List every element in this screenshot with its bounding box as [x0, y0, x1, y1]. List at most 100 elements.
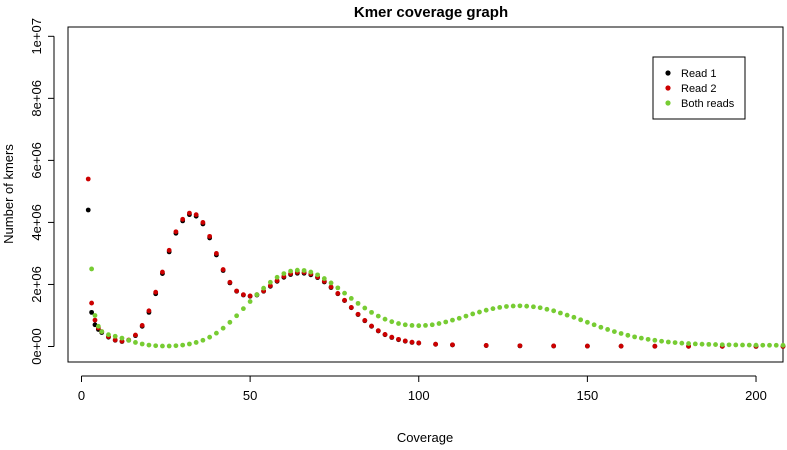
- data-point: [433, 341, 439, 347]
- data-point: [267, 279, 273, 285]
- data-point: [409, 339, 415, 345]
- data-point: [551, 343, 557, 349]
- y-tick-label: 2e+06: [29, 266, 44, 303]
- data-point: [733, 342, 739, 348]
- legend-marker: [665, 85, 671, 91]
- data-point: [328, 284, 334, 290]
- data-point: [234, 313, 240, 319]
- data-point: [89, 266, 95, 272]
- x-axis: 0 50 100 150 200: [78, 375, 767, 403]
- data-point: [166, 343, 172, 349]
- data-point: [672, 340, 678, 346]
- data-point: [625, 332, 631, 338]
- data-point: [436, 321, 442, 326]
- data-point: [551, 308, 557, 314]
- x-tick-label: 0: [78, 388, 85, 403]
- data-point: [396, 336, 401, 342]
- data-point: [517, 303, 523, 309]
- data-point: [355, 300, 361, 306]
- data-point: [767, 342, 772, 348]
- data-point: [362, 305, 368, 311]
- data-point: [470, 311, 476, 317]
- data-point: [497, 305, 503, 310]
- data-point: [267, 283, 273, 289]
- data-point: [537, 305, 543, 311]
- data-point: [558, 310, 563, 316]
- data-point: [193, 212, 199, 218]
- y-tick-label: 0e+00: [29, 328, 44, 365]
- data-point: [85, 176, 91, 182]
- data-point: [409, 322, 415, 328]
- x-tick-label: 100: [408, 388, 430, 403]
- data-point: [463, 313, 469, 319]
- data-point: [213, 330, 219, 336]
- legend-box: [652, 56, 746, 120]
- data-point: [133, 340, 138, 345]
- data-point: [632, 334, 638, 340]
- data-point: [389, 334, 395, 340]
- data-point: [261, 285, 267, 291]
- data-point: [375, 313, 381, 319]
- data-point: [173, 229, 179, 235]
- data-point: [126, 337, 132, 343]
- data-point: [726, 342, 732, 348]
- data-point: [220, 325, 226, 331]
- y-tick-label: 4e+06: [29, 204, 44, 241]
- y-tick-label: 6e+06: [29, 142, 44, 179]
- data-point: [652, 343, 658, 349]
- data-point: [227, 279, 233, 285]
- data-point: [369, 309, 374, 315]
- data-point: [153, 343, 159, 349]
- data-point: [429, 322, 435, 328]
- data-point: [719, 342, 725, 348]
- data-point: [281, 271, 287, 276]
- data-point: [328, 280, 334, 286]
- data-point: [254, 292, 260, 298]
- data-point: [753, 342, 759, 348]
- data-point: [166, 247, 172, 253]
- x-tick-label: 50: [243, 388, 257, 403]
- legend-label: Read 2: [681, 83, 716, 95]
- data-point: [92, 317, 98, 323]
- data-point: [187, 341, 192, 347]
- data-point: [713, 342, 718, 347]
- data-point: [456, 315, 462, 321]
- data-point: [173, 343, 179, 349]
- x-tick-label: 150: [577, 388, 599, 403]
- data-point: [369, 323, 374, 329]
- data-point: [274, 274, 280, 280]
- data-point: [382, 316, 388, 322]
- data-point: [342, 290, 347, 296]
- data-point: [153, 289, 159, 295]
- data-point: [375, 328, 381, 334]
- data-point: [139, 322, 145, 328]
- data-point: [618, 343, 624, 349]
- data-point: [524, 303, 530, 309]
- data-point: [335, 285, 341, 291]
- data-point: [578, 317, 584, 323]
- data-point: [240, 292, 246, 298]
- data-point: [598, 324, 604, 330]
- data-point: [342, 297, 347, 303]
- y-tick-label: 8e+06: [29, 80, 44, 117]
- data-point: [443, 319, 449, 325]
- data-point: [591, 322, 597, 328]
- data-point: [490, 306, 496, 312]
- series-1: [85, 207, 786, 349]
- data-point: [571, 314, 577, 320]
- data-point: [321, 276, 327, 281]
- data-point: [220, 267, 226, 272]
- data-point: [618, 331, 624, 336]
- data-point: [746, 342, 752, 348]
- data-point: [315, 272, 320, 278]
- data-point: [95, 323, 101, 329]
- data-point: [207, 334, 213, 340]
- data-point: [450, 317, 455, 323]
- data-point: [416, 340, 422, 346]
- data-point: [423, 322, 428, 328]
- data-point: [180, 216, 186, 222]
- data-point: [605, 327, 611, 332]
- data-point: [416, 323, 422, 329]
- data-point: [645, 336, 651, 342]
- data-point: [146, 308, 152, 314]
